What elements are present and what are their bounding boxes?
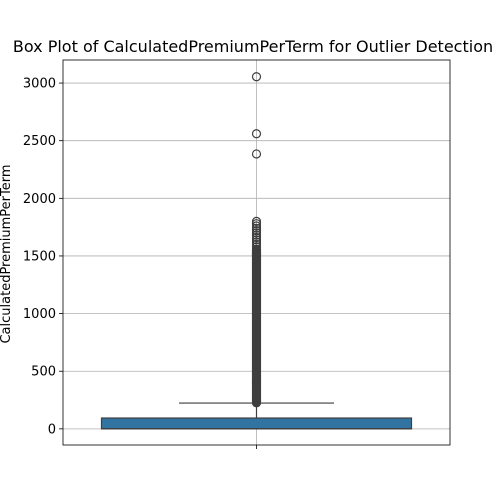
y-tick-label: 3000 <box>23 77 56 92</box>
y-tick-label: 1500 <box>23 249 56 264</box>
box-iqr <box>100 417 413 430</box>
outlier-point <box>251 230 262 240</box>
axes-frame <box>62 59 451 446</box>
outlier-point <box>251 239 262 250</box>
outlier-point <box>251 221 262 231</box>
y-tick-label: 2000 <box>23 192 56 207</box>
outlier-point <box>251 242 262 252</box>
outlier-point <box>251 225 262 236</box>
outlier-point <box>251 232 262 243</box>
plot-area: 0 500 1000 1500 2000 2500 3000 <box>23 59 451 449</box>
chart-title: Box Plot of CalculatedPremiumPerTerm for… <box>13 37 493 56</box>
outlier-point <box>251 237 262 247</box>
outlier-point <box>251 149 262 159</box>
y-tick-label: 1000 <box>23 307 56 322</box>
y-tick-label: 500 <box>31 365 56 380</box>
y-tick-label: 0 <box>48 422 56 437</box>
outlier-point <box>251 228 262 238</box>
y-axis-label: CalculatedPremiumPerTerm <box>0 164 14 343</box>
outlier-point <box>251 223 262 233</box>
outlier-point <box>251 219 262 229</box>
outlier-point <box>251 129 262 139</box>
outlier-point <box>251 244 262 254</box>
y-tick-label: 2500 <box>23 134 56 149</box>
outlier-point <box>251 216 262 226</box>
outlier-point <box>251 72 262 82</box>
outlier-point <box>251 235 262 245</box>
